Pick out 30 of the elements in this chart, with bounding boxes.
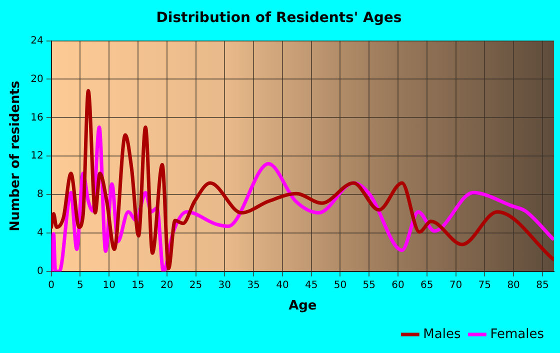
x-tick-label: 70 [449,280,462,291]
y-tick-label: 12 [30,150,44,162]
x-tick-label: 5 [77,280,84,291]
y-tick-label: 20 [30,74,44,85]
x-tick-label: 25 [189,280,202,291]
x-tick-label: 20 [160,280,174,291]
x-tick-label: 35 [247,280,260,291]
x-tick-label: 50 [334,280,347,291]
x-tick-label: 80 [507,280,520,291]
y-tick-label: 4 [36,228,44,239]
y-tick-label: 16 [30,112,44,124]
x-tick-label: 60 [392,280,404,291]
x-tick-label: 75 [478,280,492,291]
y-axis-title: Number of residents [8,80,24,232]
legend-label: Males [423,326,461,342]
x-tick-label: 30 [218,280,232,291]
x-tick-label: 85 [536,280,549,291]
legend-label: Females [490,326,544,342]
x-tick-label: 45 [304,280,318,291]
y-tick-label: 0 [36,266,44,277]
x-axis-title: Age [288,298,317,314]
x-tick-label: 15 [132,280,144,291]
x-tick-label: 40 [276,280,289,291]
y-tick-label: 24 [30,35,44,46]
y-tick-label: 8 [36,189,44,200]
x-tick-label: 65 [420,280,434,291]
x-tick-label: 0 [48,280,55,291]
x-tick-label: 10 [102,280,116,291]
chart-title: Distribution of Residents' Ages [156,10,402,26]
x-tick-label: 55 [362,280,376,291]
